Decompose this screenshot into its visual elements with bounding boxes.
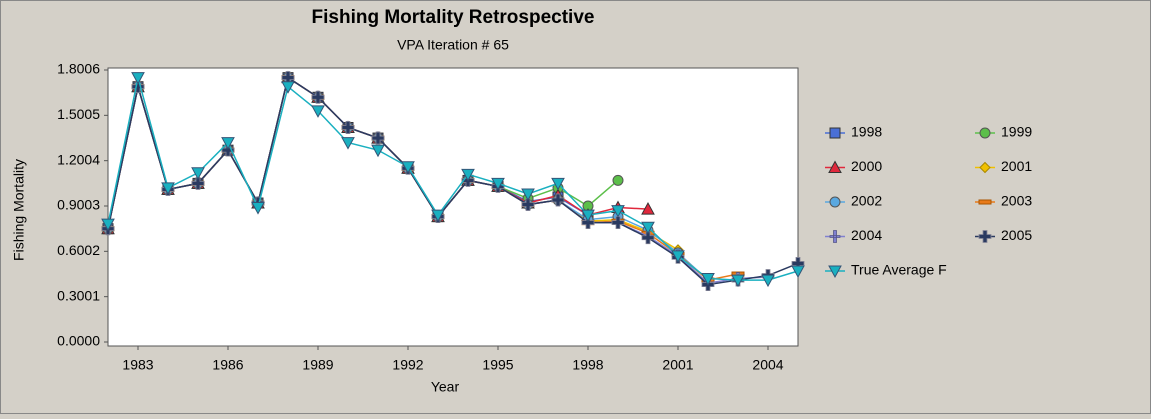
x-tick-label: 1995: [482, 357, 513, 373]
series-line: [107, 77, 799, 281]
marker: [311, 105, 325, 118]
marker: [612, 174, 624, 186]
y-tick-label: 1.5005: [57, 106, 100, 122]
y-tick-label: 0.3001: [57, 287, 100, 303]
marker: [978, 199, 992, 205]
marker: [611, 205, 625, 218]
marker: [671, 250, 685, 263]
marker: [829, 127, 841, 139]
marker: [191, 167, 205, 180]
legend-label: 2005: [1001, 227, 1032, 243]
legend-label: 1998: [851, 124, 882, 140]
marker: [431, 209, 445, 223]
y-tick-label: 0.0000: [57, 333, 100, 349]
legend-label: 2003: [1001, 193, 1032, 209]
x-tick-label: 2001: [662, 357, 693, 373]
x-tick-label: 1998: [572, 357, 603, 373]
marker: [731, 274, 745, 288]
y-axis-label: Fishing Mortality: [11, 159, 27, 261]
marker: [251, 202, 265, 215]
marker: [611, 216, 625, 230]
y-tick-label: 0.9003: [57, 197, 100, 213]
marker: [828, 160, 842, 173]
marker: [341, 121, 355, 134]
marker: [829, 230, 841, 243]
marker: [581, 216, 595, 230]
marker: [641, 202, 655, 215]
marker: [641, 221, 655, 235]
marker: [371, 144, 385, 158]
x-tick-label: 1992: [392, 357, 423, 373]
y-tick-label: 1.2004: [57, 151, 100, 167]
marker: [161, 182, 175, 195]
legend-label: 2004: [851, 227, 882, 243]
marker: [979, 161, 991, 174]
marker: [281, 81, 295, 94]
x-axis-label: Year: [431, 379, 460, 395]
marker: [829, 196, 841, 208]
marker: [551, 193, 565, 207]
chart-subtitle: VPA Iteration # 65: [397, 37, 509, 53]
y-tick-label: 1.8006: [57, 61, 100, 77]
x-tick-label: 1986: [212, 357, 243, 373]
chart-title: Fishing Mortality Retrospective: [312, 7, 595, 28]
x-tick-label: 1989: [302, 357, 333, 373]
marker: [101, 218, 115, 232]
legend-label: 2000: [851, 158, 882, 174]
marker: [521, 198, 535, 211]
marker: [641, 231, 655, 245]
legend-label: 1999: [1001, 124, 1032, 140]
marker: [491, 177, 505, 191]
marker: [978, 230, 992, 243]
marker: [371, 131, 385, 145]
marker: [461, 168, 475, 182]
x-tick-label: 1983: [122, 357, 153, 373]
marker: [311, 90, 325, 104]
marker: [551, 177, 565, 191]
marker: [221, 137, 235, 150]
marker: [979, 127, 991, 139]
marker: [341, 137, 355, 150]
x-tick-label: 2004: [752, 357, 783, 373]
marker: [191, 176, 205, 190]
plot-area: [107, 67, 799, 347]
legend-label: True Average F: [851, 262, 947, 278]
marker: [581, 209, 595, 223]
marker: [791, 265, 805, 279]
y-tick-label: 0.6002: [57, 242, 100, 258]
legend-label: 2001: [1001, 158, 1032, 174]
marker: [131, 72, 145, 85]
marker: [521, 188, 535, 202]
series-line: [107, 76, 799, 286]
legend-label: 2002: [851, 193, 882, 209]
marker: [761, 274, 775, 288]
marker: [401, 161, 415, 174]
marker: [828, 265, 842, 279]
marker: [701, 273, 715, 286]
